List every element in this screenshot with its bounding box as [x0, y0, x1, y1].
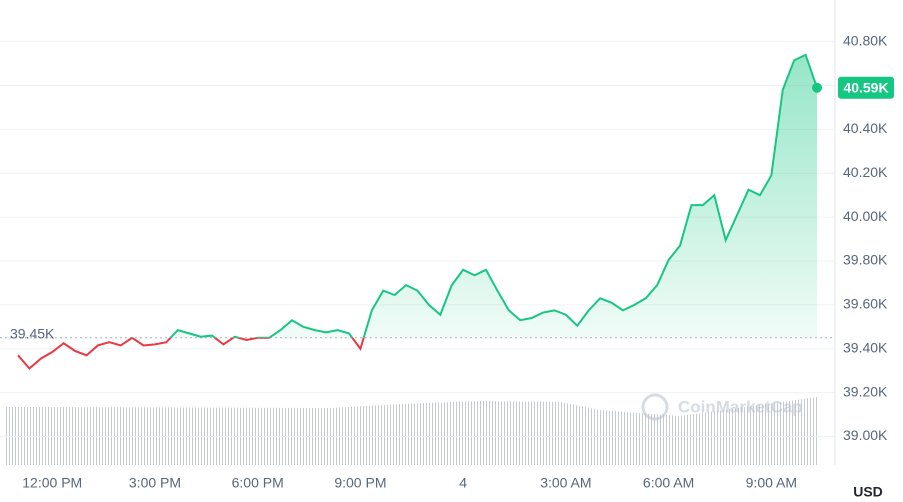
y-tick-label: 39.40K — [843, 339, 888, 355]
x-tick-label: 4 — [459, 475, 467, 491]
watermark-logo — [641, 393, 669, 421]
x-tick-label: 6:00 PM — [232, 475, 284, 491]
price-badge — [838, 76, 894, 99]
x-tick-label: 9:00 PM — [334, 475, 386, 491]
y-tick-label: 40.00K — [843, 208, 888, 224]
last-point — [812, 82, 822, 93]
x-tick-label: 12:00 PM — [22, 475, 82, 491]
x-tick-label: 9:00 AM — [746, 475, 797, 491]
y-tick-label: 40.40K — [843, 120, 888, 136]
y-tick-label: 39.20K — [843, 383, 888, 399]
y-tick-label: 40.80K — [843, 32, 888, 48]
area — [18, 54, 817, 338]
unit-label: USD — [853, 484, 883, 500]
watermark: CoinMarketCap — [641, 393, 803, 421]
x-tick-label: 3:00 PM — [129, 475, 181, 491]
y-tick-label: 39.60K — [843, 296, 888, 312]
y-tick-label: 39.80K — [843, 252, 888, 268]
line-up — [130, 53, 818, 338]
x-tick-label: 6:00 AM — [643, 475, 694, 491]
y-tick-label: 40.20K — [843, 164, 888, 180]
watermark-text: CoinMarketCap — [678, 397, 803, 416]
line-down — [17, 337, 365, 370]
volume-band — [5, 397, 817, 465]
price-label: 40.59K — [843, 79, 888, 95]
x-tick-label: 3:00 AM — [540, 475, 591, 491]
y-tick-label: 39.00K — [843, 427, 888, 443]
baseline-label: 39.45K — [10, 325, 55, 341]
